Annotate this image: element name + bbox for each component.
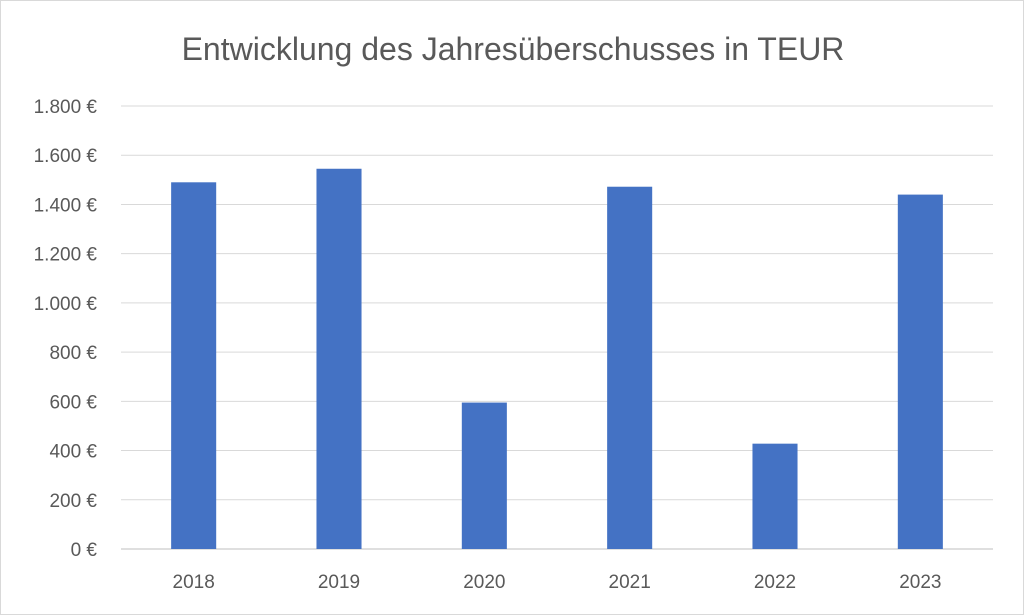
x-tick-label: 2021 xyxy=(609,572,651,593)
x-tick-label: 2018 xyxy=(173,572,215,593)
y-tick-label: 200 € xyxy=(49,491,97,512)
y-tick-label: 600 € xyxy=(49,392,97,413)
x-tick-label: 2022 xyxy=(754,572,796,593)
bars xyxy=(171,168,943,550)
x-tick-label: 2020 xyxy=(463,572,505,593)
bar-2022 xyxy=(752,443,798,549)
gridlines xyxy=(121,105,993,550)
y-tick-label: 0 € xyxy=(71,540,98,561)
y-tick-label: 400 € xyxy=(49,442,97,463)
y-tick-label: 1.600 € xyxy=(34,146,98,167)
bar-2023 xyxy=(897,194,943,549)
y-tick-label: 800 € xyxy=(49,343,97,364)
bar-2019 xyxy=(316,168,362,549)
y-tick-label: 1.400 € xyxy=(34,195,98,216)
y-tick-label: 1.800 € xyxy=(34,97,98,118)
bar-2018 xyxy=(171,182,217,550)
x-tick-label: 2019 xyxy=(318,572,360,593)
x-tick-label: 2023 xyxy=(899,572,941,593)
chart-title: Entwicklung des Jahresüberschusses in TE… xyxy=(182,31,845,67)
y-axis-tick-labels: 0 € 200 € 400 € 600 € 800 € 1.000 € 1.200 € 1.4… xyxy=(34,97,98,561)
y-tick-label: 1.200 € xyxy=(34,245,98,266)
x-axis-tick-labels: 2018 2019 2020 2021 2022 2023 xyxy=(173,572,942,593)
bar-2020 xyxy=(461,402,507,549)
bar-2021 xyxy=(607,186,653,550)
y-tick-label: 1.000 € xyxy=(34,294,98,315)
